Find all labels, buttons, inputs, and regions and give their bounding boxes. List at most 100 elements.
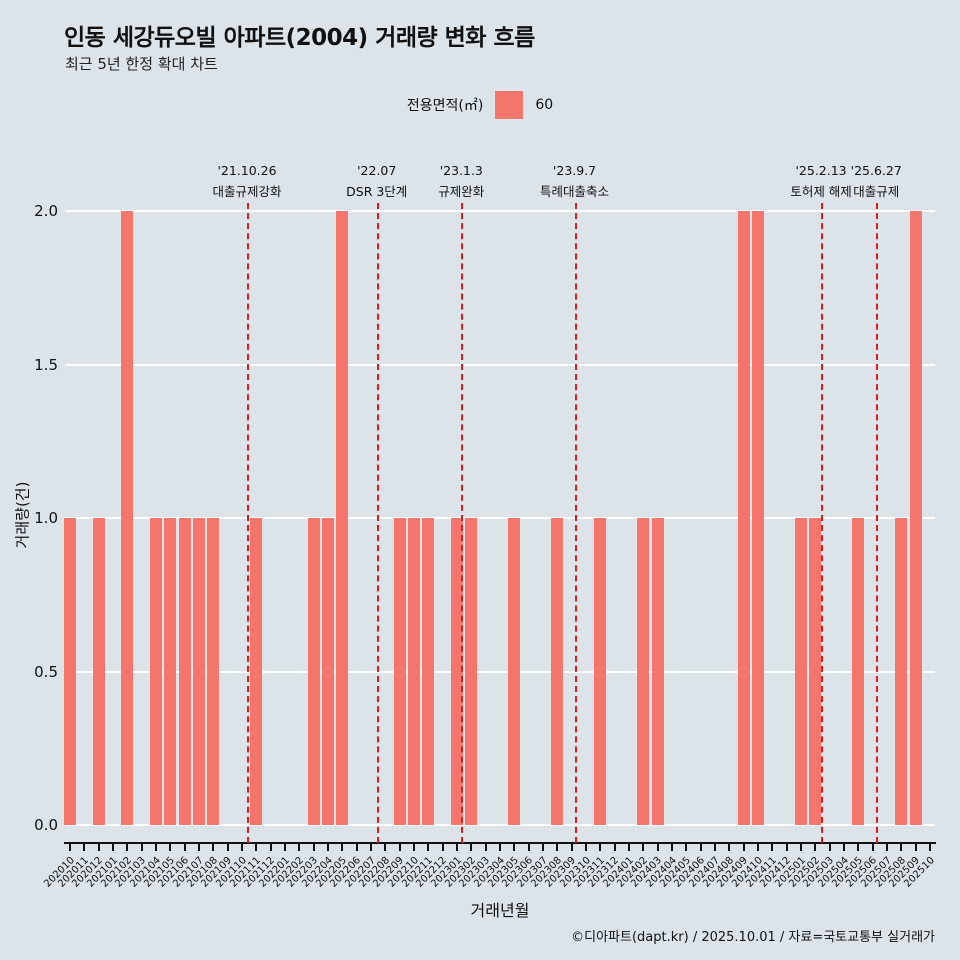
event-label: DSR 3단계	[346, 184, 408, 200]
bar-202203	[307, 518, 320, 825]
chart-title: 인동 세강듀오빌 아파트(2004) 거래량 변화 흐름	[64, 25, 535, 51]
x-tick-202206	[355, 844, 358, 851]
x-tick-202307	[542, 844, 544, 851]
x-tick-202502	[814, 844, 817, 851]
x-tick-202407	[714, 844, 716, 851]
bar-202105	[164, 518, 177, 825]
x-tick-202309	[570, 844, 573, 851]
event-label: 특례대출축소	[540, 184, 610, 200]
event-annotation-202207: '22.07 DSR 3단계	[346, 160, 407, 203]
x-tick-202401	[628, 844, 630, 851]
x-tick-202303	[484, 844, 487, 851]
bar-202102	[121, 211, 134, 825]
x-axis-label: 거래년월	[470, 901, 530, 920]
x-axis-line	[64, 842, 936, 844]
bar-202205	[336, 211, 349, 825]
x-tick-202210	[413, 844, 415, 851]
x-tick-202102	[126, 844, 129, 851]
y-tick-label-1.5: 1.5	[34, 355, 58, 374]
x-tick-202108	[212, 844, 215, 851]
event-line-202309	[574, 203, 577, 843]
event-annotation-202110: '21.10.26 대출규제강화	[213, 160, 282, 203]
legend-title: 전용면적(㎡)	[406, 98, 484, 114]
bar-202210	[408, 518, 420, 825]
x-tick-202402	[642, 844, 645, 851]
legend: 전용면적(㎡) 60	[0, 91, 960, 119]
event-date: '21.10.26	[217, 163, 277, 178]
x-tick-202406	[699, 844, 702, 851]
x-tick-202012	[97, 844, 100, 851]
event-date: '25.2.13	[795, 163, 847, 178]
y-tick-label-0.5: 0.5	[34, 662, 58, 681]
x-tick-202509	[914, 844, 917, 851]
x-tick-202109	[226, 844, 229, 851]
x-tick-202201	[284, 844, 286, 851]
x-tick-202010	[69, 844, 71, 851]
x-tick-202503	[828, 844, 831, 851]
x-tick-202507	[886, 844, 888, 851]
bar-202410	[752, 211, 764, 825]
event-label: 대출규제강화	[212, 184, 282, 200]
bar-202409	[737, 211, 750, 825]
x-tick-202302	[470, 844, 473, 851]
x-tick-202209	[398, 844, 401, 851]
bar-202104	[150, 518, 162, 825]
y-tick-label-1.0: 1.0	[34, 509, 58, 527]
x-tick-202112	[269, 844, 272, 851]
x-tick-202508	[900, 844, 903, 851]
bar-202308	[551, 518, 564, 825]
bar-202505	[852, 518, 865, 825]
bar-202211	[422, 518, 435, 825]
y-tick-label-0.0: 0.0	[34, 816, 58, 834]
x-tick-202504	[843, 844, 845, 851]
plot-area	[64, 195, 935, 843]
x-tick-202301	[456, 844, 458, 851]
y-tick-label-2.0: 2.0	[34, 202, 58, 220]
x-tick-202203	[312, 844, 315, 851]
x-tick-202408	[728, 844, 731, 851]
event-date: '23.1.3	[439, 163, 483, 178]
bar-202209	[393, 518, 406, 825]
x-tick-202310	[585, 844, 587, 851]
annotation-layer: '21.10.26 대출규제강화 '22.07 DSR 3단계 '23.1.3 규제완화 '…	[0, 160, 960, 204]
x-tick-202207	[370, 844, 372, 851]
bar-202502	[809, 518, 822, 825]
event-label: 대출규제	[853, 184, 900, 200]
event-date: '25.6.27	[850, 163, 902, 178]
x-tick-202106	[183, 844, 186, 851]
x-tick-202411	[771, 844, 774, 851]
x-tick-202011	[83, 844, 86, 851]
x-tick-202105	[169, 844, 172, 851]
event-annotation-202502: '25.2.13 토허제 해제	[790, 160, 851, 203]
x-tick-202304	[499, 844, 501, 851]
bar-202010	[64, 518, 76, 825]
x-tick-202107	[198, 844, 200, 851]
x-tick-202312	[613, 844, 616, 851]
bar-202204	[322, 518, 334, 825]
x-tick-202404	[671, 844, 673, 851]
x-tick-202104	[155, 844, 157, 851]
gridline-2.0	[65, 210, 935, 212]
bar-202508	[895, 518, 908, 825]
x-tick-202110	[241, 844, 243, 851]
x-tick-202305	[513, 844, 516, 851]
x-tick-202208	[384, 844, 387, 851]
x-tick-202311	[599, 844, 602, 851]
x-tick-202412	[785, 844, 788, 851]
x-tick-202409	[742, 844, 745, 851]
x-tick-202506	[871, 844, 874, 851]
bar-202302	[465, 518, 478, 825]
bar-202305	[508, 518, 521, 825]
caption: ©디아파트(dapt.kr) / 2025.10.01 / 자료=국토교통부 실…	[571, 930, 935, 945]
x-tick-202101	[112, 844, 114, 851]
event-annotation-202506: '25.6.27 대출규제	[851, 160, 902, 203]
bar-202402	[637, 518, 650, 825]
chart-subtitle: 최근 5년 한정 확대 차트	[65, 55, 218, 73]
legend-value: 60	[535, 97, 554, 113]
bar-202501	[795, 518, 807, 825]
gridline-1.5	[65, 363, 935, 366]
gridline-1.0	[65, 517, 935, 519]
event-label: 토허제 해제	[790, 184, 852, 200]
bar-202108	[207, 518, 220, 825]
x-tick-202410	[757, 844, 759, 851]
